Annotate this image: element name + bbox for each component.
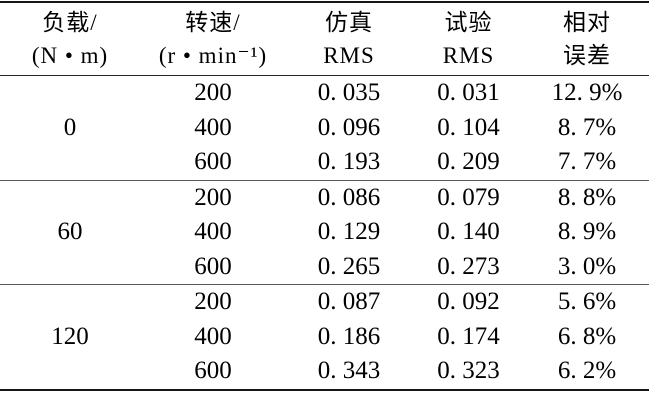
table-row: 0 200 0. 035 0. 031 12. 9%: [0, 76, 649, 141]
error-value: 8. 8%: [525, 179, 649, 215]
error-value: 8. 7%: [557, 113, 617, 141]
test-rms-value: 0. 092: [412, 284, 525, 320]
header-speed: 转速/ (r • min⁻¹): [140, 2, 286, 76]
load-value: 0: [63, 113, 77, 141]
speed-value: 400: [194, 322, 232, 350]
table-row: 400 0. 186 0. 174 6. 8%: [0, 320, 649, 355]
test-rms-value: 0. 209: [437, 148, 500, 176]
speed-value: 600: [194, 148, 232, 176]
error-value: 5. 6%: [525, 284, 649, 320]
header-error-line1: 相对: [563, 10, 611, 35]
speed-value: 400: [194, 113, 232, 141]
speed-value: 600: [194, 252, 232, 280]
error-value: 7. 7%: [557, 148, 617, 176]
test-rms-value: 0. 140: [437, 218, 500, 246]
header-error-line2: 误差: [563, 43, 611, 68]
table-row: 60 200 0. 086 0. 079 8. 8%: [0, 179, 649, 285]
table-row: 600 0. 193 0. 209 7. 7%: [0, 145, 649, 180]
table-row: 600 0. 265 0. 273 3. 0%: [0, 250, 649, 285]
load-value: 60: [0, 179, 140, 285]
speed-value: 200: [140, 284, 286, 320]
test-rms-value: 0. 323: [437, 357, 500, 385]
sim-rms-value: 0. 343: [317, 357, 381, 385]
table-row: 600 0. 343 0. 323 6. 2%: [0, 354, 649, 390]
speed-value: 200: [140, 179, 286, 215]
header-row: 负载/ (N • m) 转速/ (r • min⁻¹) 仿真 RMS 试验 RM…: [0, 2, 649, 76]
sim-rms-value: 0. 086: [286, 179, 412, 215]
speed-value: 400: [194, 218, 232, 246]
sim-rms-value: 0. 096: [317, 113, 381, 141]
error-value: 6. 8%: [557, 322, 617, 350]
header-sim-line1: 仿真: [325, 10, 373, 35]
header-test-line2: RMS: [442, 43, 495, 68]
results-table: 负载/ (N • m) 转速/ (r • min⁻¹) 仿真 RMS 试验 RM…: [0, 1, 649, 391]
header-speed-unit: (r • min⁻¹): [158, 43, 268, 68]
load-group: 60 200 0. 086 0. 079 8. 8% 400 0. 129 0. 140 8. …: [0, 179, 649, 285]
speed-value: 200: [194, 79, 232, 107]
speed-value: 600: [194, 357, 232, 385]
sim-rms-value: 0. 193: [317, 148, 381, 176]
error-value: 12. 9%: [551, 79, 623, 107]
load-value: 120: [0, 284, 140, 390]
test-rms-value: 0. 273: [437, 252, 500, 280]
header-load-line1: 负载/: [42, 10, 98, 35]
test-rms-value: 0. 079: [412, 179, 525, 215]
test-rms-value: 0. 174: [437, 322, 500, 350]
test-rms-value: 0. 031: [437, 79, 500, 107]
error-value: 3. 0%: [557, 252, 617, 280]
table-header: 负载/ (N • m) 转速/ (r • min⁻¹) 仿真 RMS 试验 RM…: [0, 2, 649, 76]
table-row: 400 0. 096 0. 104 8. 7%: [0, 111, 649, 146]
sim-rms-value: 0. 265: [317, 252, 381, 280]
header-speed-line1: 转速/: [185, 10, 241, 35]
header-test-rms: 试验 RMS: [412, 2, 525, 76]
error-value: 6. 2%: [557, 357, 617, 385]
sim-rms-value: 0. 129: [317, 218, 381, 246]
header-load: 负载/ (N • m): [0, 2, 140, 76]
header-test-line1: 试验: [444, 10, 493, 35]
sim-rms-value: 0. 035: [317, 79, 381, 107]
header-rel-error: 相对 误差: [525, 2, 649, 76]
header-sim-line2: RMS: [323, 43, 375, 68]
load-group: 120 200 0. 087 0. 092 5. 6% 400 0. 186 0. 174 6.…: [0, 284, 649, 390]
table-row: 120 200 0. 087 0. 092 5. 6%: [0, 284, 649, 390]
sim-rms-value: 0. 087: [286, 284, 412, 320]
table-row: 400 0. 129 0. 140 8. 9%: [0, 215, 649, 250]
header-load-unit: (N • m): [31, 43, 109, 68]
error-value: 8. 9%: [557, 218, 617, 246]
header-sim-rms: 仿真 RMS: [286, 2, 412, 76]
sim-rms-value: 0. 186: [317, 322, 381, 350]
load-group: 0 200 0. 035 0. 031 12. 9% 400 0. 096 0. 104 8. …: [0, 76, 649, 181]
test-rms-value: 0. 104: [437, 113, 500, 141]
